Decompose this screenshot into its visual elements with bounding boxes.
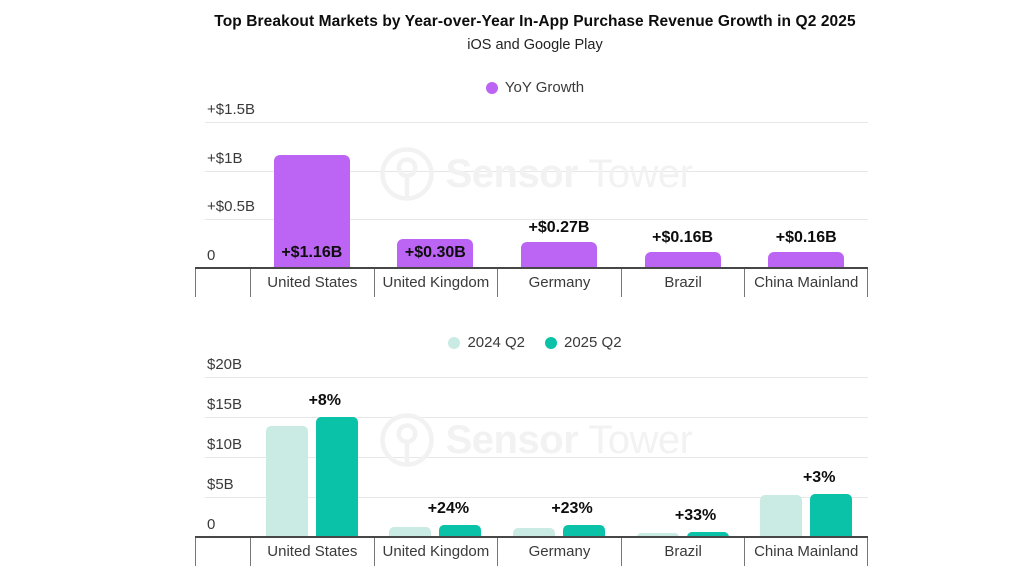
legend-dot-icon [448,336,461,349]
gridline [205,122,868,123]
gridline [205,170,868,172]
growth-percent-label: +3% [802,469,836,487]
y-axis-tick-label: $10B [207,436,243,453]
x-axis-category: Brazil [620,269,745,297]
y-axis-tick-label: +$0.5B [207,198,255,216]
y-axis-tick-label: $20B [207,356,243,373]
x-axis-category: Germany [497,538,621,566]
bar-value-label: +$0.30B [404,244,466,261]
legend-item[interactable]: 2025 Q2 [545,334,622,351]
growth-percent-label: +33% [674,506,717,524]
y-axis-tick-label: 0 [207,247,216,264]
bar-2024-q2[interactable] [760,495,803,537]
bar-2024-q2[interactable] [636,533,679,537]
bar-2025-q2[interactable] [810,494,853,537]
gridline [205,497,868,498]
sensortower-logo-icon [379,413,434,467]
bar-2025-q2[interactable] [439,524,482,537]
legend-dot-icon [485,81,498,94]
x-axis-category: China Mainland [744,538,868,566]
growth-percent-label: +24% [427,499,470,517]
bar-yoy-growth[interactable] [644,252,721,268]
x-axis-category: United Kingdom [373,538,498,566]
gridline [205,219,868,221]
growth-percent-label: +8% [308,391,342,409]
bar-value-label: +$1.16B [281,244,343,261]
y-axis-tick-label: $5B [207,476,234,493]
watermark-brand-light: Tower [588,417,693,462]
x-axis-category: China Mainland [744,269,868,297]
watermark-brand-bold: Sensor [445,417,579,462]
legend-label: 2025 Q2 [564,334,622,351]
legend-item[interactable]: 2024 Q2 [448,334,525,351]
watermark-brand-bold: Sensor [445,151,579,196]
chart-subtitle: iOS and Google Play [467,37,603,53]
gridline [205,417,868,418]
x-axis-category: Germany [497,269,621,297]
x-axis-category: United States [250,269,374,297]
bar-2025-q2[interactable] [563,525,605,537]
bar-2025-q2[interactable] [686,531,729,537]
bar-yoy-growth[interactable] [768,252,845,268]
x-axis-stub [195,538,250,566]
gridline [205,377,868,378]
bar-2025-q2[interactable] [315,416,358,537]
x-axis-category: United States [250,538,374,566]
sensortower-logo-icon [379,147,434,201]
legend-label: 2024 Q2 [467,334,525,351]
legend-item[interactable]: YoY Growth [485,79,585,96]
y-axis-tick-label: 0 [207,516,216,533]
legend-label: YoY Growth [504,79,585,96]
chart-title: Top Breakout Markets by Year-over-Year I… [214,13,856,30]
x-axis-stub [195,269,250,297]
bar-yoy-growth[interactable] [397,238,474,268]
bar-2024-q2[interactable] [265,425,308,537]
bar-yoy-growth[interactable] [273,155,350,268]
x-axis-category: Brazil [620,538,745,566]
legend-dot-icon [545,336,557,349]
gridline [205,457,868,458]
x-axis-line [195,267,868,269]
bar-yoy-growth[interactable] [521,241,597,268]
legend-quarters: 2024 Q2 2025 Q2 [195,334,875,351]
bar-value-label: +$0.27B [528,218,590,236]
bar-value-label: +$0.16B [652,229,714,247]
y-axis-tick-label: +$1B [207,149,243,167]
x-axis-category: United Kingdom [373,269,498,297]
bar-2024-q2[interactable] [389,527,432,537]
legend-yoy-growth: YoY Growth [195,79,875,96]
y-axis-tick-label: $15B [207,396,243,413]
growth-percent-label: +23% [551,500,593,518]
bar-2024-q2[interactable] [513,527,555,537]
watermark-brand-light: Tower [588,151,693,196]
y-axis-tick-label: +$1.5B [207,101,255,118]
x-axis-line [195,536,868,538]
bar-value-label: +$0.16B [775,229,837,247]
